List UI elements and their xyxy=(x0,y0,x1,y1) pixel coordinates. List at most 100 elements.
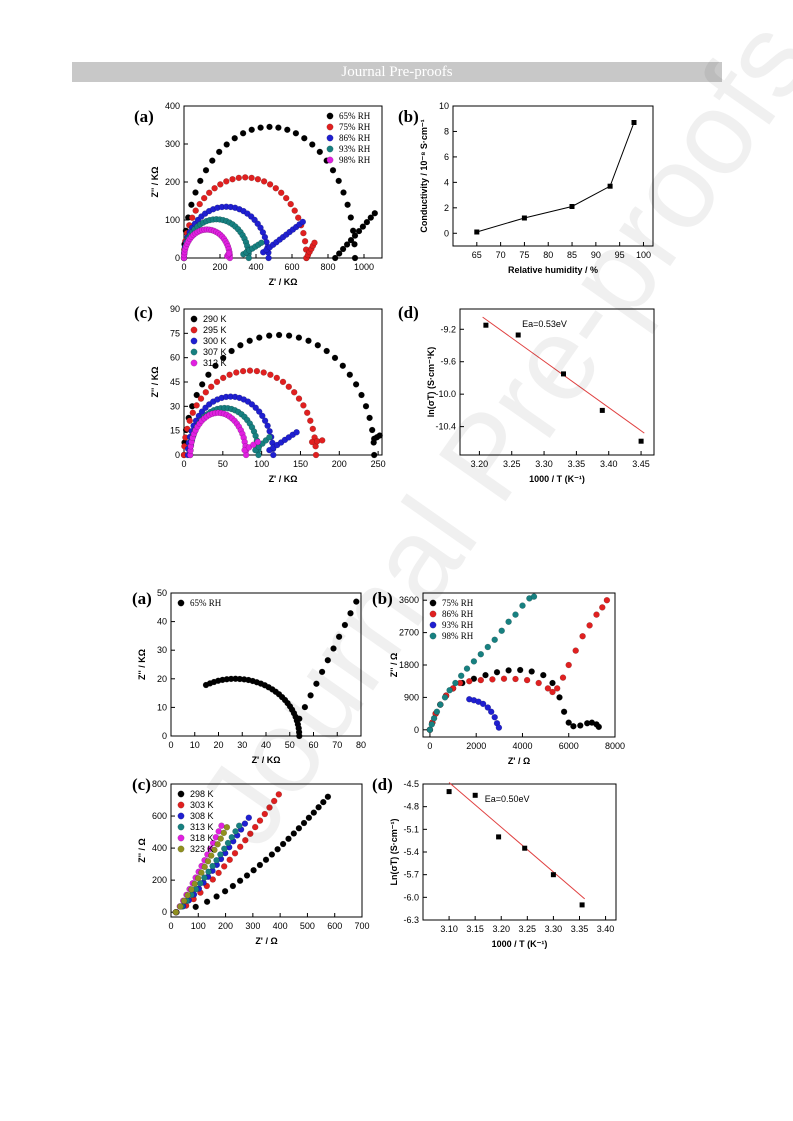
data-point xyxy=(295,395,303,402)
data-point xyxy=(266,332,273,339)
data-point xyxy=(577,722,584,729)
data-point xyxy=(554,685,561,692)
x-tick-label: 65 xyxy=(472,250,482,260)
y-tick-label: -5.1 xyxy=(403,824,419,834)
data-point xyxy=(320,798,327,806)
data-point xyxy=(293,429,300,436)
data-point xyxy=(220,863,228,870)
data-point xyxy=(351,241,358,248)
x-tick-label: 50 xyxy=(285,740,295,750)
data-point xyxy=(207,852,215,859)
data-point xyxy=(347,236,355,244)
panel-label: (b) xyxy=(398,107,419,126)
x-tick-label: 400 xyxy=(273,921,288,931)
plot-frame xyxy=(422,783,617,921)
data-point xyxy=(343,241,351,248)
data-point xyxy=(466,678,473,685)
data-point xyxy=(347,214,354,221)
x-axis-label: Z' / KΩ xyxy=(252,755,281,765)
data-point xyxy=(304,409,311,416)
data-point xyxy=(307,692,314,699)
legend-label: 303 K xyxy=(190,800,214,810)
data-point xyxy=(556,694,563,701)
data-point xyxy=(544,685,552,692)
y-tick-label: -10.0 xyxy=(435,389,456,399)
legend-label: 86% RH xyxy=(442,609,474,619)
data-point xyxy=(241,820,249,827)
x-tick-label: 150 xyxy=(293,459,308,469)
y-tick-label: 30 xyxy=(157,645,167,655)
data-point xyxy=(268,851,276,858)
legend-label: 93% RH xyxy=(442,620,474,630)
legend-marker xyxy=(177,801,185,809)
x-tick-label: 80 xyxy=(543,250,553,260)
x-tick-label: 3.30 xyxy=(535,459,553,469)
x-tick-label: 4000 xyxy=(512,741,532,751)
panel-label: (c) xyxy=(134,303,153,322)
x-tick-label: 80 xyxy=(356,740,366,750)
data-point xyxy=(197,177,204,185)
x-tick-label: 300 xyxy=(245,921,260,931)
data-point xyxy=(251,823,259,831)
legend-marker xyxy=(429,632,437,640)
data-point xyxy=(522,845,528,851)
x-axis-label: 1000 / T (K⁻¹) xyxy=(492,939,548,949)
data-point xyxy=(488,708,495,715)
data-point xyxy=(572,647,579,654)
data-point xyxy=(203,898,211,905)
x-tick-label: 2000 xyxy=(466,741,486,751)
y-tick-label: 200 xyxy=(165,177,180,187)
data-point xyxy=(256,861,264,869)
data-point xyxy=(595,723,602,731)
data-point xyxy=(366,414,373,422)
data-point xyxy=(204,858,212,865)
legend-marker xyxy=(190,326,198,334)
data-point xyxy=(205,371,212,378)
data-point xyxy=(550,872,556,878)
data-point xyxy=(355,227,363,235)
data-point xyxy=(311,239,318,247)
data-point xyxy=(211,184,218,192)
chart-panel-3: (c) 0 50 100 150 200 250 0 15 30 45 60 75 90 Z' / KΩ Z'… xyxy=(134,303,386,484)
legend-marker xyxy=(177,845,185,853)
chart-panel-8: (d) 3.10 3.15 3.20 3.25 3.30 3.35 3.40 -6.3 -6.0 -… xyxy=(372,775,617,949)
y-tick-label: 20 xyxy=(157,674,167,684)
x-tick-label: 0 xyxy=(181,459,186,469)
data-point xyxy=(332,254,339,262)
data-point xyxy=(351,232,359,239)
y-tick-label: 100 xyxy=(165,215,180,225)
data-point xyxy=(535,679,542,687)
legend-marker xyxy=(177,834,185,842)
data-point xyxy=(300,402,307,409)
data-point xyxy=(540,671,547,679)
data-point xyxy=(489,676,496,683)
data-point xyxy=(528,668,535,675)
data-point xyxy=(446,789,452,795)
plot-frame xyxy=(452,105,654,247)
data-point xyxy=(254,438,261,446)
x-tick-label: 600 xyxy=(284,262,299,272)
data-point xyxy=(283,194,290,202)
data-point xyxy=(250,441,257,448)
y-axis-label: Z'' / Ω xyxy=(137,838,147,863)
plot-frame xyxy=(170,592,362,737)
data-point xyxy=(241,174,249,181)
data-point xyxy=(530,593,538,600)
data-point xyxy=(205,189,213,197)
data-point xyxy=(500,675,508,682)
data-point xyxy=(193,402,200,409)
ea-annotation: Ea=0.50eV xyxy=(485,794,530,804)
data-point xyxy=(270,451,277,459)
legend-marker xyxy=(190,348,198,356)
y-tick-label: 45 xyxy=(170,377,180,387)
data-point xyxy=(229,175,236,183)
data-point xyxy=(336,250,343,257)
data-point xyxy=(477,676,484,684)
data-point xyxy=(291,389,298,396)
y-tick-label: 0 xyxy=(175,253,180,263)
data-point xyxy=(474,229,480,235)
x-tick-label: 3.35 xyxy=(568,459,586,469)
data-point xyxy=(607,183,613,189)
y-tick-label: -9.2 xyxy=(440,324,456,334)
